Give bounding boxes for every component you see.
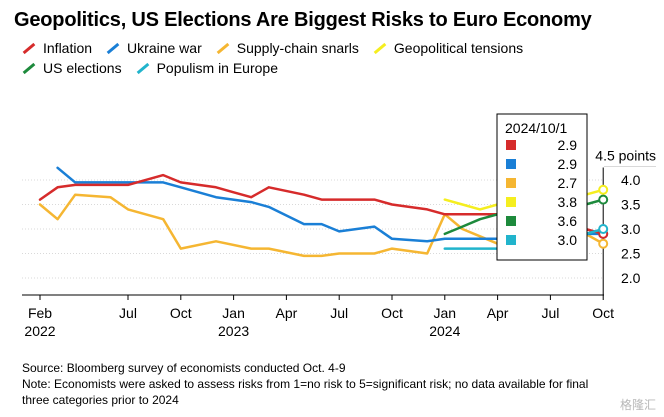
tooltip-date: 2024/10/1: [505, 120, 567, 136]
footnote-line-1: Note: Economists were asked to assess ri…: [22, 377, 589, 391]
line-chart[interactable]: 4.0 3.5 3.0 2.5 2.0 4.5 points Feb 2022 Jul Oct Ja…: [0, 0, 664, 345]
x-tick-label: Apr: [487, 305, 509, 321]
tooltip-swatch: [506, 197, 516, 207]
tooltip-swatch: [506, 216, 516, 226]
y-tick-label: 2.5: [621, 246, 641, 262]
x-tick-label: Jul: [119, 305, 137, 321]
x-tick-label: Jul: [330, 305, 348, 321]
tooltip-swatch: [506, 159, 516, 169]
tooltip-value: 2.7: [558, 175, 578, 191]
source-note: Source: Bloomberg survey of economists c…: [22, 361, 346, 375]
legend-item: US elections: [22, 60, 122, 76]
legend-label: Supply-chain snarls: [236, 40, 359, 56]
x-tick-label: Oct: [381, 305, 403, 321]
tooltip-value: 3.8: [558, 194, 578, 210]
x-tick-label: Jul: [541, 305, 559, 321]
legend-label: Geopolitical tensions: [393, 40, 524, 56]
legend-row: Inflation Ukraine war Supply-chain snarls G…: [22, 40, 537, 56]
legend-row: US elections Populism in Europe: [22, 60, 292, 76]
tooltip-value: 2.9: [558, 156, 578, 172]
x-tick-label: Feb: [28, 305, 52, 321]
tooltip-swatch: [506, 235, 516, 245]
y-tick-label: 3.5: [621, 197, 641, 213]
y-tick-label: 2.0: [621, 270, 641, 286]
legend-item: Populism in Europe: [136, 60, 278, 76]
legend-item: Ukraine war: [106, 40, 202, 56]
hover-marker: [598, 184, 609, 195]
x-tick-label: Oct: [170, 305, 192, 321]
legend-item: Inflation: [22, 40, 92, 56]
hover-marker: [598, 194, 609, 205]
legend-item: Supply-chain snarls: [216, 40, 359, 56]
legend-label: Ukraine war: [127, 40, 202, 56]
x-tick-label: Apr: [276, 305, 298, 321]
y-tick-label: 3.0: [621, 221, 641, 237]
tooltip-value: 3.6: [558, 213, 578, 229]
watermark-logo: 格隆汇: [619, 398, 656, 412]
x-tick-label: Jan: [222, 305, 245, 321]
legend-item: Geopolitical tensions: [373, 40, 523, 56]
x-tick-year-label: 2024: [429, 323, 460, 339]
x-tick-year-label: 2022: [24, 323, 55, 339]
legend-label: Populism in Europe: [156, 60, 278, 76]
tooltip-value: 3.0: [558, 232, 578, 248]
y-axis-unit-label: 4.5 points: [595, 148, 656, 164]
x-tick-year-label: 2023: [218, 323, 249, 339]
chart-title: Geopolitics, US Elections Are Biggest Ri…: [14, 9, 592, 31]
legend-label: Inflation: [43, 40, 93, 56]
footnote-line-2: three categories prior to 2024: [22, 393, 179, 407]
y-tick-label: 4.0: [621, 172, 641, 188]
tooltip-swatch: [506, 178, 516, 188]
legend-label: US elections: [43, 60, 122, 76]
hover-marker: [598, 238, 609, 249]
x-tick-label: Jan: [434, 305, 457, 321]
x-tick-label: Oct: [592, 305, 614, 321]
tooltip-swatch: [506, 140, 516, 150]
hover-marker: [598, 224, 609, 234]
tooltip-value: 2.9: [558, 137, 578, 153]
